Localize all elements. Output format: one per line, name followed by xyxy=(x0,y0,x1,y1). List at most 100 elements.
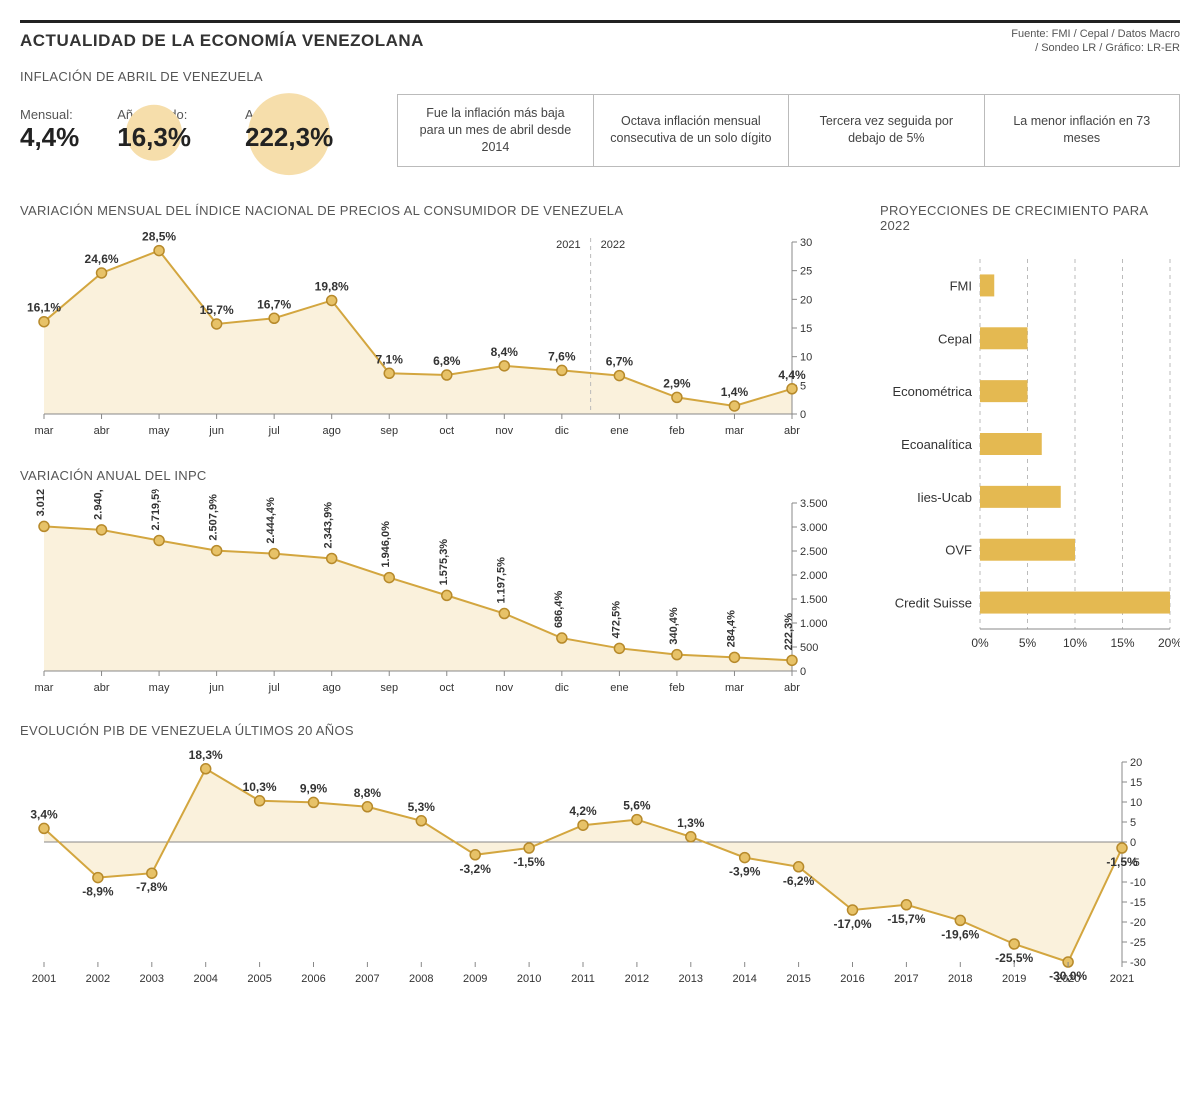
svg-text:-30: -30 xyxy=(1130,957,1146,969)
svg-text:-1,5%: -1,5% xyxy=(513,855,545,869)
svg-text:16,1%: 16,1% xyxy=(27,300,61,314)
svg-text:may: may xyxy=(149,425,170,437)
svg-text:30: 30 xyxy=(800,237,812,249)
svg-text:2.719,5%: 2.719,5% xyxy=(150,489,162,530)
svg-text:1,3%: 1,3% xyxy=(677,815,705,829)
svg-text:4,4%: 4,4% xyxy=(778,367,806,381)
svg-text:2018: 2018 xyxy=(948,973,972,985)
svg-text:2015: 2015 xyxy=(786,973,810,985)
svg-text:10: 10 xyxy=(800,351,812,363)
svg-text:-20: -20 xyxy=(1130,917,1146,929)
svg-text:2014: 2014 xyxy=(732,973,756,985)
svg-text:-3,9%: -3,9% xyxy=(729,864,761,878)
svg-text:FMI: FMI xyxy=(950,278,972,293)
svg-text:-1,5%: -1,5% xyxy=(1106,855,1138,869)
svg-text:6,8%: 6,8% xyxy=(433,354,461,368)
chart1-title: VARIACIÓN MENSUAL DEL ÍNDICE NACIONAL DE… xyxy=(20,203,852,218)
svg-text:2002: 2002 xyxy=(86,973,110,985)
svg-text:ago: ago xyxy=(323,682,341,694)
svg-text:25: 25 xyxy=(800,265,812,277)
svg-text:3.000: 3.000 xyxy=(800,522,828,534)
kpi-mensual: Mensual: 4,4% xyxy=(20,107,79,153)
svg-text:5,3%: 5,3% xyxy=(408,799,436,813)
svg-text:sep: sep xyxy=(380,682,398,694)
svg-text:8,8%: 8,8% xyxy=(354,785,382,799)
svg-text:8,4%: 8,4% xyxy=(491,344,519,358)
svg-text:Econométrica: Econométrica xyxy=(893,384,973,399)
svg-text:feb: feb xyxy=(669,682,684,694)
svg-text:0: 0 xyxy=(800,409,806,421)
svg-text:2022: 2022 xyxy=(601,239,625,251)
chart-annual-inpc: 05001.0001.5002.0002.5003.0003.5003.012,… xyxy=(20,489,840,709)
svg-text:2020: 2020 xyxy=(1056,973,1080,985)
svg-text:5: 5 xyxy=(1130,817,1136,829)
svg-text:-25: -25 xyxy=(1130,937,1146,949)
fact-item: La menor inflación en 73 meses xyxy=(984,95,1179,166)
svg-text:1.000: 1.000 xyxy=(800,618,828,630)
svg-text:3,4%: 3,4% xyxy=(30,807,58,821)
svg-text:nov: nov xyxy=(495,682,513,694)
svg-text:Credit Suisse: Credit Suisse xyxy=(895,595,972,610)
svg-text:2011: 2011 xyxy=(571,973,595,985)
svg-text:2016: 2016 xyxy=(840,973,864,985)
svg-text:may: may xyxy=(149,682,170,694)
svg-text:mar: mar xyxy=(35,682,54,694)
svg-text:5,6%: 5,6% xyxy=(623,798,651,812)
svg-text:dic: dic xyxy=(555,682,570,694)
svg-text:5%: 5% xyxy=(1019,636,1037,650)
svg-text:2.343,9%: 2.343,9% xyxy=(323,501,335,548)
svg-text:20%: 20% xyxy=(1158,636,1180,650)
svg-text:15: 15 xyxy=(800,323,812,335)
svg-text:2003: 2003 xyxy=(140,973,164,985)
chart3-title: EVOLUCIÓN PIB DE VENEZUELA ÚLTIMOS 20 AÑ… xyxy=(20,723,1180,738)
svg-text:-15: -15 xyxy=(1130,897,1146,909)
svg-text:15,7%: 15,7% xyxy=(200,303,234,317)
svg-text:7,1%: 7,1% xyxy=(376,352,404,366)
chart-pib-20y: -30-25-20-15-10-5051015203,4%-8,9%-7,8%1… xyxy=(20,744,1175,1004)
kpi-row: Mensual: 4,4% Año corrido: 16,3% Anual: … xyxy=(20,94,1180,167)
svg-text:340,4%: 340,4% xyxy=(668,607,680,645)
svg-text:18,3%: 18,3% xyxy=(189,747,223,761)
svg-text:3.012,2%: 3.012,2% xyxy=(35,489,47,516)
svg-text:15%: 15% xyxy=(1110,636,1134,650)
svg-text:7,6%: 7,6% xyxy=(548,349,576,363)
svg-text:2021: 2021 xyxy=(556,239,580,251)
svg-text:-7,8%: -7,8% xyxy=(136,880,168,894)
svg-text:4,2%: 4,2% xyxy=(569,804,597,818)
chart2-title: VARIACIÓN ANUAL DEL INPC xyxy=(20,468,852,483)
chart-growth-projections: FMICepalEconométricaEcoanalíticaIies-Uca… xyxy=(880,239,1180,669)
svg-text:0: 0 xyxy=(800,666,806,678)
svg-text:-15,7%: -15,7% xyxy=(887,911,925,925)
svg-text:500: 500 xyxy=(800,642,818,654)
section-title-inflacion: INFLACIÓN DE ABRIL DE VENEZUELA xyxy=(20,69,1180,84)
svg-text:jun: jun xyxy=(208,682,224,694)
svg-text:Cepal: Cepal xyxy=(938,331,972,346)
svg-text:1.946,0%: 1.946,0% xyxy=(380,521,392,568)
svg-text:5: 5 xyxy=(800,380,806,392)
kpi-ano-corrido: Año corrido: 16,3% xyxy=(107,107,201,153)
svg-text:oct: oct xyxy=(439,425,454,437)
svg-text:Ecoanalítica: Ecoanalítica xyxy=(901,437,973,452)
svg-text:2017: 2017 xyxy=(894,973,918,985)
svg-text:2010: 2010 xyxy=(517,973,541,985)
proj-title: PROYECCIONES DE CRECIMIENTO PARA 2022 xyxy=(880,203,1180,233)
svg-text:abr: abr xyxy=(94,425,110,437)
svg-text:20: 20 xyxy=(1130,757,1142,769)
svg-text:2004: 2004 xyxy=(193,973,217,985)
svg-text:2001: 2001 xyxy=(32,973,56,985)
svg-text:222,3%: 222,3% xyxy=(783,612,795,650)
svg-text:1,4%: 1,4% xyxy=(721,385,749,399)
chart-monthly-inpc: 0510152025302021202216,1%24,6%28,5%15,7%… xyxy=(20,224,840,454)
svg-text:0: 0 xyxy=(1130,837,1136,849)
fact-item: Octava inflación mensual consecutiva de … xyxy=(593,95,788,166)
svg-text:-6,2%: -6,2% xyxy=(783,873,815,887)
svg-text:1.575,3%: 1.575,3% xyxy=(438,538,450,585)
svg-text:2.500: 2.500 xyxy=(800,546,828,558)
svg-text:472,5%: 472,5% xyxy=(610,600,622,638)
svg-text:OVF: OVF xyxy=(945,542,972,557)
svg-text:28,5%: 28,5% xyxy=(142,229,176,243)
svg-text:feb: feb xyxy=(669,425,684,437)
fact-item: Tercera vez seguida por debajo de 5% xyxy=(788,95,983,166)
svg-text:2,9%: 2,9% xyxy=(663,376,691,390)
svg-text:0%: 0% xyxy=(971,636,989,650)
